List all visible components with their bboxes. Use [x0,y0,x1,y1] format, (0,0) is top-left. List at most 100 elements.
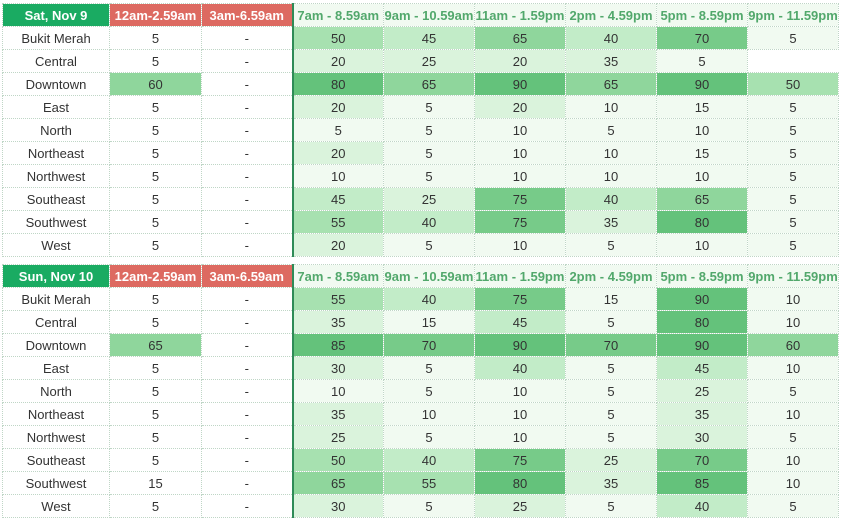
value-cell[interactable]: 70 [656,448,748,472]
value-cell[interactable]: 55 [383,471,475,495]
value-cell[interactable]: 70 [565,333,657,357]
value-cell[interactable]: 5 [109,402,202,426]
column-header[interactable]: 5pm - 8.59pm [656,3,748,27]
column-header[interactable]: 2pm - 4.59pm [565,3,657,27]
region-cell[interactable]: Central [2,310,110,334]
region-cell[interactable]: North [2,118,110,142]
value-cell[interactable]: 10 [656,233,748,257]
value-cell[interactable]: 10 [656,164,748,188]
value-cell[interactable]: 5 [565,425,657,449]
value-cell[interactable]: 25 [383,49,475,73]
value-cell[interactable]: 25 [565,448,657,472]
value-cell[interactable]: 5 [383,95,475,119]
value-cell[interactable]: 5 [109,448,202,472]
value-cell[interactable]: 20 [291,49,384,73]
value-cell[interactable]: 10 [291,379,384,403]
value-cell[interactable]: 40 [565,26,657,50]
region-cell[interactable]: Northwest [2,425,110,449]
value-cell[interactable]: 60 [109,72,202,96]
value-cell[interactable]: 20 [474,49,566,73]
value-cell[interactable]: 5 [109,164,202,188]
value-cell[interactable]: 5 [109,49,202,73]
value-cell[interactable]: - [201,379,293,403]
value-cell[interactable]: - [201,187,293,211]
value-cell[interactable]: - [201,310,293,334]
value-cell[interactable]: 60 [747,333,839,357]
region-cell[interactable]: Downtown [2,333,110,357]
value-cell[interactable]: - [201,95,293,119]
value-cell[interactable]: 5 [383,164,475,188]
value-cell[interactable]: 10 [747,287,839,311]
value-cell[interactable]: - [201,72,293,96]
region-cell[interactable]: Downtown [2,72,110,96]
value-cell[interactable]: 65 [291,471,384,495]
value-cell[interactable]: 5 [383,141,475,165]
column-header[interactable]: 5pm - 8.59pm [656,264,748,288]
value-cell[interactable]: 25 [383,187,475,211]
region-cell[interactable]: Bukit Merah [2,287,110,311]
value-cell[interactable]: 5 [565,310,657,334]
value-cell[interactable]: 15 [109,471,202,495]
value-cell[interactable]: 5 [109,379,202,403]
value-cell[interactable]: 10 [383,402,475,426]
value-cell[interactable]: 5 [565,494,657,518]
value-cell[interactable]: 5 [109,425,202,449]
value-cell[interactable]: - [201,210,293,234]
value-cell[interactable]: 5 [747,118,839,142]
value-cell[interactable]: 10 [747,402,839,426]
value-cell[interactable]: 10 [474,233,566,257]
column-header[interactable]: 3am-6.59am [201,3,293,27]
column-header[interactable]: 9pm - 11.59pm [747,264,839,288]
value-cell[interactable]: - [201,448,293,472]
column-header[interactable]: 11am - 1.59pm [474,264,566,288]
date-header[interactable]: Sat, Nov 9 [2,3,110,27]
value-cell[interactable]: 65 [383,72,475,96]
value-cell[interactable]: - [201,402,293,426]
value-cell[interactable]: 10 [656,118,748,142]
value-cell[interactable]: 5 [747,233,839,257]
value-cell[interactable]: 35 [656,402,748,426]
value-cell[interactable]: 20 [291,141,384,165]
value-cell[interactable]: 5 [109,310,202,334]
region-cell[interactable]: Southeast [2,448,110,472]
value-cell[interactable]: 5 [747,187,839,211]
value-cell[interactable]: 10 [747,310,839,334]
value-cell[interactable]: - [201,233,293,257]
value-cell[interactable]: 10 [747,448,839,472]
region-cell[interactable]: Central [2,49,110,73]
value-cell[interactable]: 10 [565,141,657,165]
value-cell[interactable]: 20 [291,95,384,119]
value-cell[interactable]: 40 [474,356,566,380]
value-cell[interactable]: 75 [474,187,566,211]
value-cell[interactable]: 40 [383,448,475,472]
value-cell[interactable]: 15 [383,310,475,334]
value-cell[interactable]: 5 [109,118,202,142]
value-cell[interactable]: 5 [383,233,475,257]
value-cell[interactable]: 90 [656,287,748,311]
region-cell[interactable]: Northwest [2,164,110,188]
value-cell[interactable]: 50 [291,26,384,50]
value-cell[interactable]: 10 [474,402,566,426]
value-cell[interactable]: - [201,494,293,518]
value-cell[interactable]: 35 [565,49,657,73]
value-cell[interactable]: 5 [565,118,657,142]
value-cell[interactable]: 10 [474,141,566,165]
value-cell[interactable]: 5 [109,210,202,234]
value-cell[interactable]: 10 [747,356,839,380]
region-cell[interactable]: Bukit Merah [2,26,110,50]
value-cell[interactable]: 15 [656,141,748,165]
value-cell[interactable]: 35 [565,471,657,495]
value-cell[interactable]: 5 [747,164,839,188]
date-header[interactable]: Sun, Nov 10 [2,264,110,288]
value-cell[interactable]: 10 [474,379,566,403]
region-cell[interactable]: East [2,356,110,380]
value-cell[interactable]: - [201,26,293,50]
value-cell[interactable]: 5 [109,141,202,165]
region-cell[interactable]: West [2,233,110,257]
value-cell[interactable]: 10 [747,471,839,495]
value-cell[interactable]: 5 [565,379,657,403]
value-cell[interactable]: 5 [747,141,839,165]
column-header[interactable]: 11am - 1.59pm [474,3,566,27]
value-cell[interactable]: 10 [474,118,566,142]
column-header[interactable]: 9am - 10.59am [383,3,475,27]
